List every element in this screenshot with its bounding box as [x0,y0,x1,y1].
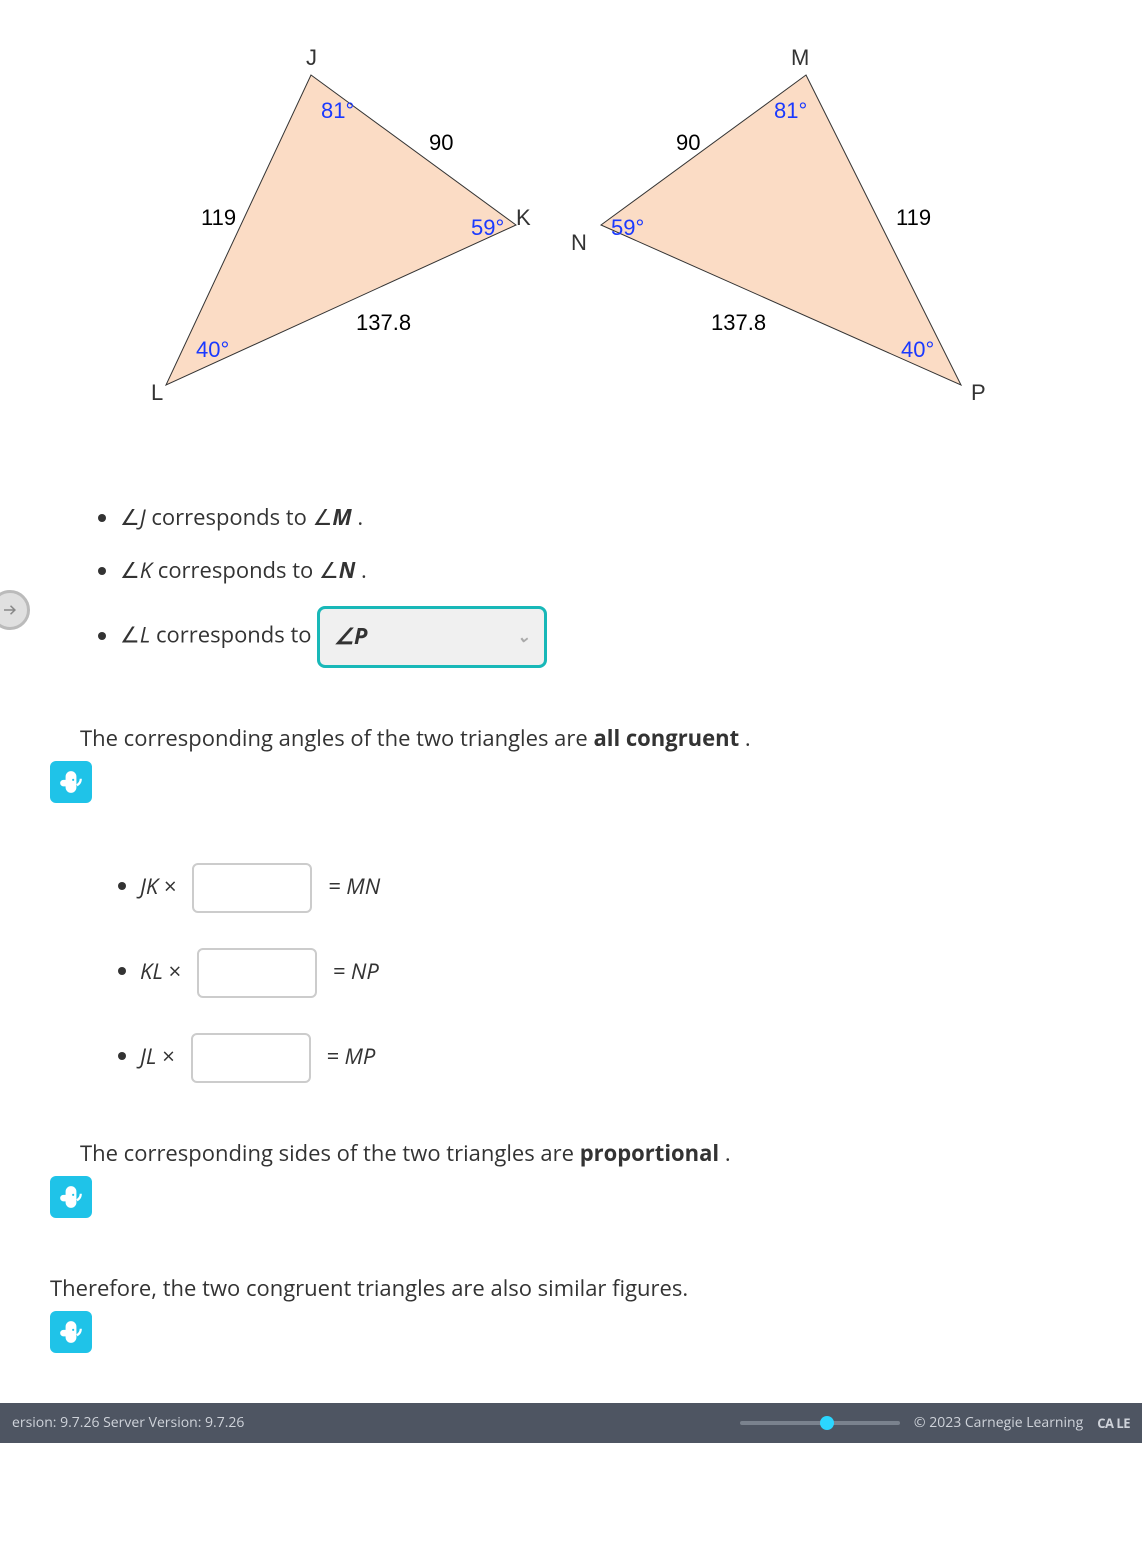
tts-button-1[interactable] [50,761,92,803]
text: . [739,723,751,753]
carnegie-logo: CA LE [1097,1414,1130,1432]
bold-text: all congruent [593,723,739,753]
times: × [164,870,177,900]
text: ∠ [120,502,140,532]
side-jk-value: 90 [429,130,453,156]
angle-m-value: 81° [774,98,807,124]
angle-p-value: 40° [901,337,934,363]
text: The corresponding sides of the two trian… [80,1138,580,1168]
tts-button-3[interactable] [50,1311,92,1353]
statement-proportional-sides: The corresponding sides of the two trian… [80,1138,1092,1168]
text: . [355,555,367,585]
bold-text: proportional [580,1138,719,1168]
angle-k: K [140,555,152,585]
text: ∠ [120,555,140,585]
kl-factor-input[interactable] [197,948,317,998]
tts-button-2[interactable] [50,1176,92,1218]
text: corresponds to [150,620,317,650]
side-kl-value: 137.8 [356,310,411,336]
text: corresponds to ∠ [152,555,339,585]
side-mp: = MP [326,1040,375,1070]
angle-l-value: 40° [196,337,229,363]
side-np: = NP [333,955,379,985]
correspond-line-2: ∠K corresponds to ∠N . [120,553,1092,588]
side-mp-value: 119 [896,205,931,231]
side-np-value: 137.8 [711,310,766,336]
vertex-n-label: N [571,230,587,256]
triangles-diagram: J K L 81° 59° 40° 90 119 137.8 M N P 81°… [71,30,1071,450]
times: × [162,1040,175,1070]
text: ∠ [120,620,140,650]
text: . [719,1138,731,1168]
angle-m: M [332,502,351,532]
speaker-icon [58,1184,84,1210]
angle-correspondence-list: ∠J corresponds to ∠M . ∠K corresponds to… [120,500,1092,668]
side-jl: JL [140,1040,156,1070]
angle-j-value: 81° [321,98,354,124]
vertex-m-label: M [791,45,809,71]
speaker-icon [58,1319,84,1345]
correspond-line-1: ∠J corresponds to ∠M . [120,500,1092,535]
text: . [352,502,364,532]
vertex-j-label: J [306,45,317,71]
side-kl: KL [140,955,163,985]
copyright-text: © 2023 Carnegie Learning [914,1413,1083,1432]
chevron-down-icon: ⌄ [517,624,530,650]
side-eq-row-2: KL × = NP [140,948,1092,998]
jl-factor-input[interactable] [191,1033,311,1083]
text: corresponds to ∠ [146,502,333,532]
vertex-k-label: K [516,205,531,231]
side-mn-value: 90 [676,130,700,156]
times: × [169,955,182,985]
vertex-p-label: P [971,380,986,406]
version-text: ersion: 9.7.26 Server Version: 9.7.26 [12,1413,244,1432]
side-jl-value: 119 [201,205,236,231]
side-mn: = MN [328,870,380,900]
speaker-icon [58,769,84,795]
jk-factor-input[interactable] [192,863,312,913]
angle-l: L [140,620,151,650]
side-eq-row-3: JL × = MP [140,1033,1092,1083]
dropdown-value: ∠P [334,619,367,654]
angle-n: N [339,555,356,585]
progress-slider[interactable] [740,1421,900,1425]
arrow-right-icon [1,601,19,619]
angle-n-value: 59° [611,215,644,241]
side-eq-row-1: JK × = MN [140,863,1092,913]
nav-forward-button[interactable] [0,590,30,630]
text: Therefore, the two congruent triangles a… [50,1273,688,1303]
angle-k-value: 59° [471,215,504,241]
side-equations-list: JK × = MN KL × = NP JL × = MP [140,863,1092,1083]
vertex-l-label: L [151,380,163,406]
footer-bar: ersion: 9.7.26 Server Version: 9.7.26 © … [0,1403,1142,1443]
statement-similar-figures: Therefore, the two congruent triangles a… [50,1273,1092,1303]
text: The corresponding angles of the two tria… [80,723,593,753]
correspond-line-3: ∠L corresponds to ∠P ⌄ [120,606,1092,667]
angle-l-correspond-dropdown[interactable]: ∠P ⌄ [317,606,547,667]
side-jk: JK [140,870,158,900]
statement-congruent-angles: The corresponding angles of the two tria… [80,723,1092,753]
